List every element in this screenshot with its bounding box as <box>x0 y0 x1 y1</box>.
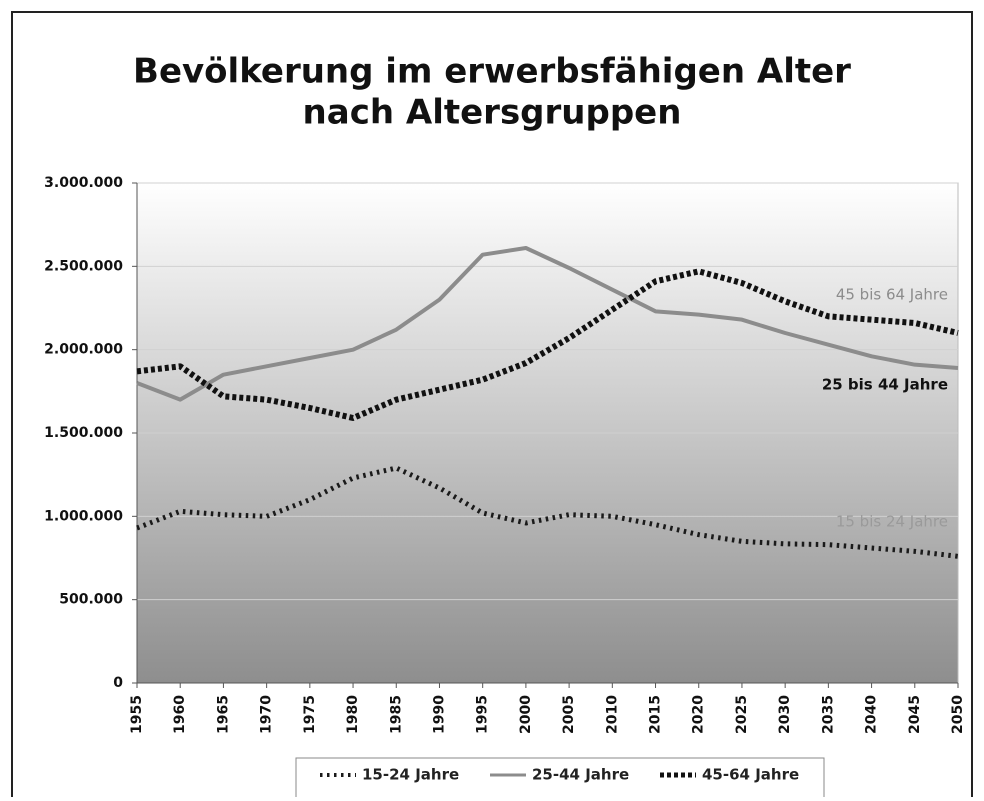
x-tick-label: 2050 <box>950 695 966 734</box>
y-tick-label: 0 <box>113 675 123 691</box>
annotation: 15 bis 24 Jahre <box>836 513 948 531</box>
legend-box <box>295 757 825 799</box>
y-tick-label: 1.500.000 <box>44 425 123 441</box>
series-line <box>136 465 959 559</box>
x-tick-label: 1975 <box>302 695 318 734</box>
x-tick-label: 1955 <box>129 695 145 734</box>
x-tick-label: 1985 <box>388 695 404 734</box>
annotation: 25 bis 44 Jahre <box>822 376 948 394</box>
x-tick-label: 1990 <box>431 695 447 734</box>
frame <box>11 11 973 801</box>
chart-title: nach Altersgruppen <box>303 93 682 133</box>
x-tick-label: 2025 <box>734 695 750 734</box>
x-tick-label: 1970 <box>259 695 275 734</box>
y-tick-label: 1.000.000 <box>44 508 123 524</box>
x-tick-label: 2015 <box>648 695 664 734</box>
x-tick-label: 1960 <box>172 695 188 734</box>
legend-label: 15-24 Jahre <box>362 766 459 784</box>
x-tick-label: 2030 <box>777 695 793 734</box>
x-tick-label: 1965 <box>215 695 231 734</box>
x-tick-label: 1980 <box>345 695 361 734</box>
y-tick-label: 500.000 <box>59 592 123 608</box>
legend-label: 25-44 Jahre <box>532 766 629 784</box>
series-line <box>136 268 959 421</box>
x-tick-label: 2040 <box>864 695 880 734</box>
x-tick-label: 2010 <box>604 695 620 734</box>
x-tick-label: 2000 <box>518 695 534 734</box>
chart-title: Bevölkerung im erwerbsfähigen Alter <box>133 52 851 92</box>
x-tick-label: 2020 <box>691 695 707 734</box>
y-tick-label: 2.000.000 <box>44 342 123 358</box>
x-tick-label: 1995 <box>475 695 491 734</box>
x-tick-label: 2035 <box>820 695 836 734</box>
y-tick-label: 3.000.000 <box>44 175 123 191</box>
annotation: 45 bis 64 Jahre <box>836 286 948 304</box>
x-tick-label: 2045 <box>907 695 923 734</box>
y-tick-label: 2.500.000 <box>44 258 123 274</box>
legend-label: 45-64 Jahre <box>702 766 799 784</box>
series-line <box>136 246 959 402</box>
x-tick-label: 2005 <box>561 695 577 734</box>
